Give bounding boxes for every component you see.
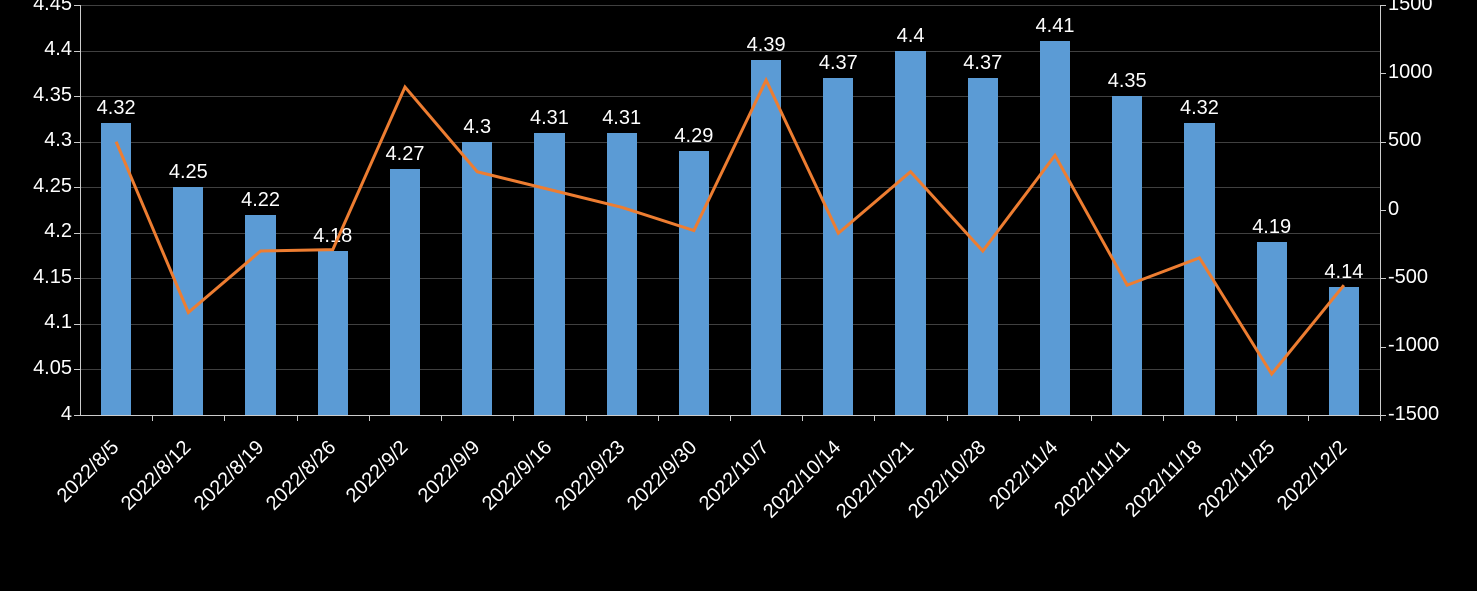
x-tick	[1019, 415, 1020, 421]
x-tick	[513, 415, 514, 421]
x-tick	[730, 415, 731, 421]
x-tick	[1380, 415, 1381, 421]
x-tick	[874, 415, 875, 421]
x-tick	[369, 415, 370, 421]
x-tick	[586, 415, 587, 421]
x-tick	[1163, 415, 1164, 421]
x-tick	[802, 415, 803, 421]
x-tick	[441, 415, 442, 421]
combo-chart: 44.054.14.154.24.254.34.354.44.45-1500-1…	[0, 0, 1477, 591]
x-tick	[224, 415, 225, 421]
x-tick	[152, 415, 153, 421]
x-tick	[1236, 415, 1237, 421]
x-tick	[297, 415, 298, 421]
x-tick	[1091, 415, 1092, 421]
x-tick	[658, 415, 659, 421]
line-series	[0, 0, 1477, 591]
x-tick	[947, 415, 948, 421]
x-tick	[1308, 415, 1309, 421]
